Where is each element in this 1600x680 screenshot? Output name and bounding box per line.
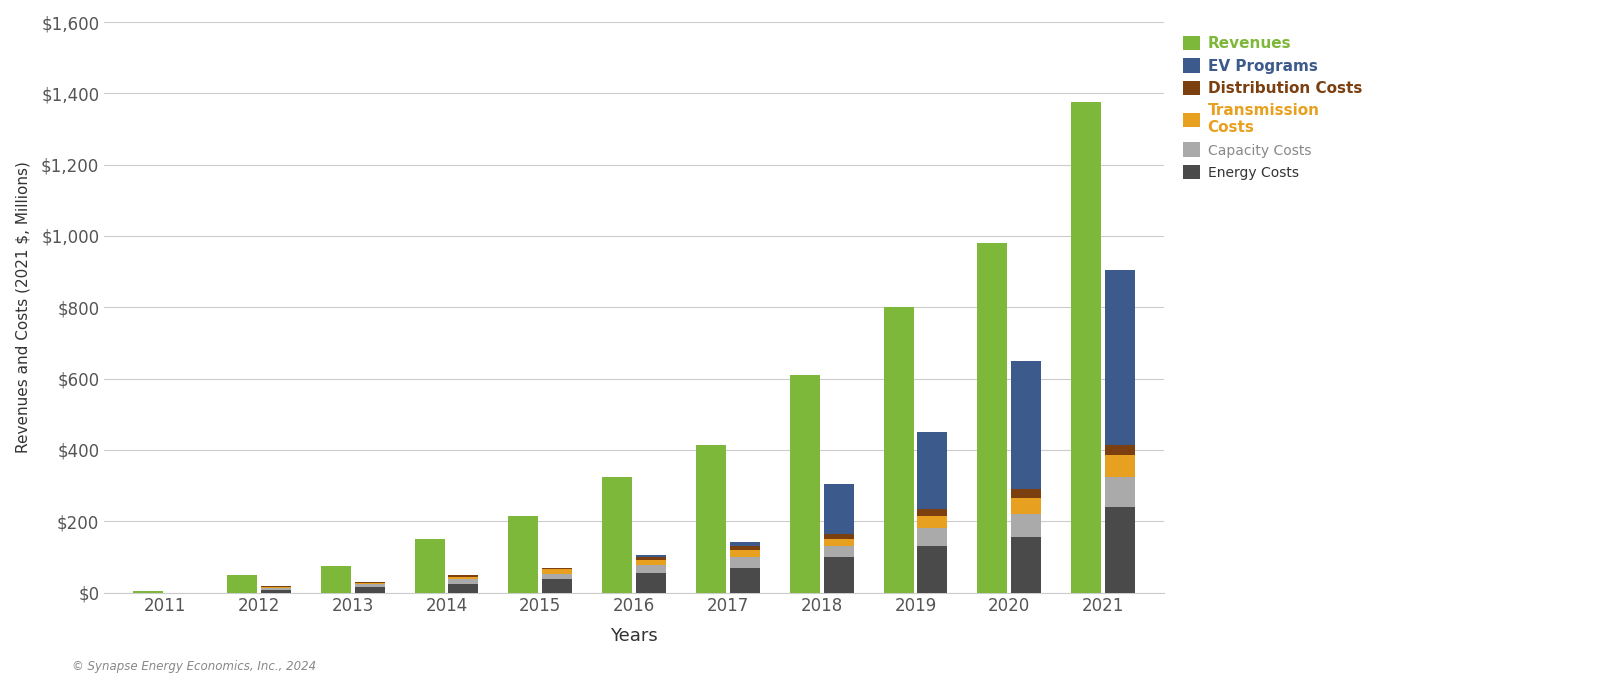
Bar	[730, 568, 760, 593]
Bar	[509, 516, 539, 593]
Bar	[448, 577, 478, 579]
Bar	[1011, 537, 1042, 593]
Bar	[917, 546, 947, 593]
Bar	[542, 568, 573, 569]
Bar	[824, 546, 854, 557]
Bar	[824, 484, 854, 534]
Bar	[261, 586, 291, 587]
Bar	[917, 528, 947, 546]
Bar	[227, 575, 258, 593]
Bar	[824, 539, 854, 546]
Bar	[1011, 514, 1042, 537]
Bar	[542, 579, 573, 593]
Bar	[355, 583, 384, 584]
Bar	[1072, 102, 1101, 593]
Bar	[355, 584, 384, 588]
Bar	[261, 588, 291, 590]
Bar	[637, 555, 666, 557]
X-axis label: Years: Years	[610, 626, 658, 645]
Bar	[1106, 445, 1134, 456]
Bar	[542, 569, 573, 574]
Legend: Revenues, EV Programs, Distribution Costs, Transmission
Costs, Capacity Costs, E: Revenues, EV Programs, Distribution Cost…	[1178, 30, 1368, 186]
Bar	[1106, 270, 1134, 445]
Bar	[637, 573, 666, 593]
Bar	[917, 516, 947, 528]
Bar	[696, 445, 726, 593]
Bar	[824, 557, 854, 593]
Bar	[730, 557, 760, 568]
Bar	[1106, 456, 1134, 477]
Bar	[824, 534, 854, 539]
Bar	[448, 579, 478, 583]
Bar	[1011, 489, 1042, 498]
Bar	[978, 243, 1008, 593]
Bar	[322, 566, 350, 593]
Y-axis label: Revenues and Costs (2021 $, Millions): Revenues and Costs (2021 $, Millions)	[14, 161, 30, 454]
Bar	[542, 574, 573, 579]
Bar	[730, 542, 760, 545]
Bar	[1011, 498, 1042, 514]
Bar	[730, 550, 760, 557]
Bar	[917, 432, 947, 509]
Bar	[602, 477, 632, 593]
Bar	[355, 581, 384, 583]
Bar	[448, 575, 478, 577]
Bar	[355, 588, 384, 593]
Text: © Synapse Energy Economics, Inc., 2024: © Synapse Energy Economics, Inc., 2024	[72, 660, 317, 673]
Bar	[917, 509, 947, 516]
Bar	[1011, 361, 1042, 489]
Bar	[414, 539, 445, 593]
Bar	[637, 557, 666, 560]
Bar	[730, 545, 760, 550]
Bar	[261, 587, 291, 588]
Bar	[637, 560, 666, 565]
Bar	[133, 591, 163, 593]
Bar	[1106, 477, 1134, 507]
Bar	[637, 565, 666, 573]
Bar	[790, 375, 819, 593]
Bar	[883, 307, 914, 593]
Bar	[1106, 507, 1134, 593]
Bar	[261, 590, 291, 593]
Bar	[448, 583, 478, 593]
